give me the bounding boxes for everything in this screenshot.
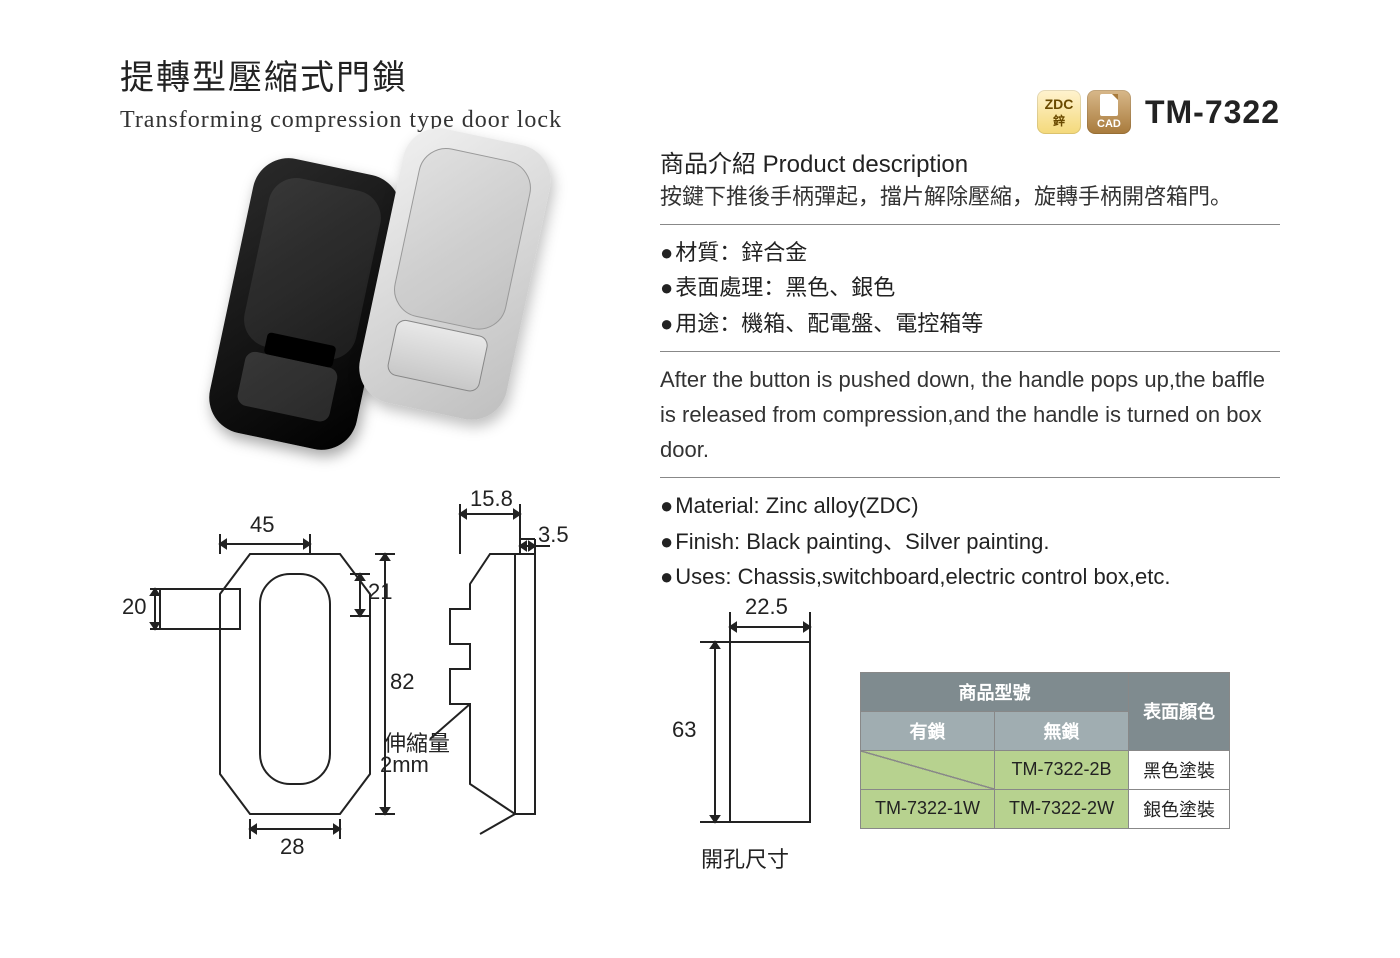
cutout-label: 開孔尺寸: [660, 842, 830, 874]
table-row: 商品型號 表面顏色: [861, 672, 1230, 711]
bullets-en: Material: Zinc alloy(ZDC) Finish: Black …: [660, 488, 1280, 594]
cell-nolock-1: TM-7322-2W: [995, 789, 1129, 828]
zdc-badge-bottom: 鋅: [1053, 112, 1065, 129]
spec-table: 商品型號 表面顏色 有鎖 無鎖 TM-7322-2B 黑色塗裝 TM-7322-…: [860, 672, 1230, 829]
cad-badge-icon: CAD: [1087, 90, 1131, 134]
th-model: 商品型號: [861, 672, 1129, 711]
drawing-side: 15.8 3.5 伸縮量 2mm: [420, 494, 570, 854]
title-block: 提轉型壓縮式門鎖 Transforming compression type d…: [120, 50, 562, 134]
title-zh: 提轉型壓縮式門鎖: [120, 50, 562, 99]
product-photo: [120, 144, 620, 464]
th-finish: 表面顏色: [1129, 672, 1230, 750]
bullet-en-1: Finish: Black painting、Silver painting.: [660, 524, 1280, 559]
dim-21: 21: [368, 579, 392, 605]
desc-zh: 按鍵下推後手柄彈起，擋片解除壓縮，旋轉手柄開啓箱門。: [660, 179, 1280, 214]
dim-82: 82: [390, 669, 414, 695]
divider: [660, 477, 1280, 478]
dim-63: 63: [672, 717, 696, 743]
zdc-badge-top: ZDC: [1045, 96, 1074, 112]
bullet-zh-1: 表面處理：黑色、銀色: [660, 270, 1280, 305]
cell-finish-0: 黑色塗裝: [1129, 750, 1230, 789]
cell-nolock-0: TM-7322-2B: [995, 750, 1129, 789]
cell-lock-0: [861, 750, 995, 789]
cad-badge-label: CAD: [1097, 118, 1121, 130]
product-desc-heading: 商品介紹 Product description: [660, 144, 1280, 179]
table-row: TM-7322-1W TM-7322-2W 銀色塗裝: [861, 789, 1230, 828]
bullet-zh-2: 用途：機箱、配電盤、電控箱等: [660, 306, 1280, 341]
main-content: 45 20 21 82 28: [120, 144, 1280, 862]
model-block: ZDC 鋅 CAD TM-7322: [1037, 90, 1280, 134]
zdc-badge-icon: ZDC 鋅: [1037, 90, 1081, 134]
divider: [660, 224, 1280, 225]
right-column: 商品介紹 Product description 按鍵下推後手柄彈起，擋片解除壓…: [660, 144, 1280, 862]
lower-right-row: 22.5 63 開孔尺寸 商品型號 表面顏色 有鎖 無鎖 TM-7322-2B …: [660, 602, 1280, 862]
th-lock: 有鎖: [861, 711, 995, 750]
divider: [660, 351, 1280, 352]
bullets-zh: 材質：鋅合金 表面處理：黑色、銀色 用途：機箱、配電盤、電控箱等: [660, 235, 1280, 341]
bullet-en-0: Material: Zinc alloy(ZDC): [660, 488, 1280, 523]
desc-en: After the button is pushed down, the han…: [660, 362, 1280, 468]
th-nolock: 無鎖: [995, 711, 1129, 750]
dim-3-5: 3.5: [538, 522, 569, 548]
header: 提轉型壓縮式門鎖 Transforming compression type d…: [120, 50, 1280, 134]
lock-silver-icon: [353, 121, 558, 426]
cell-finish-1: 銀色塗裝: [1129, 789, 1230, 828]
bullet-zh-0: 材質：鋅合金: [660, 235, 1280, 270]
dimension-drawings: 45 20 21 82 28: [120, 494, 620, 854]
model-number: TM-7322: [1145, 94, 1280, 131]
left-column: 45 20 21 82 28: [120, 144, 620, 862]
dim-20: 20: [122, 594, 146, 620]
cell-lock-1: TM-7322-1W: [861, 789, 995, 828]
dim-28: 28: [280, 834, 304, 860]
title-en: Transforming compression type door lock: [120, 107, 562, 134]
table-row: TM-7322-2B 黑色塗裝: [861, 750, 1230, 789]
dim-22-5: 22.5: [745, 594, 788, 620]
bullet-en-2: Uses: Chassis,switchboard,electric contr…: [660, 559, 1280, 594]
drawing-cutout: 22.5 63 開孔尺寸: [660, 602, 830, 862]
dim-15-8: 15.8: [470, 486, 513, 512]
dim-45: 45: [250, 512, 274, 538]
stroke-val: 2mm: [380, 752, 429, 778]
file-icon: [1100, 94, 1118, 116]
drawing-front: 45 20 21 82 28: [120, 494, 400, 854]
